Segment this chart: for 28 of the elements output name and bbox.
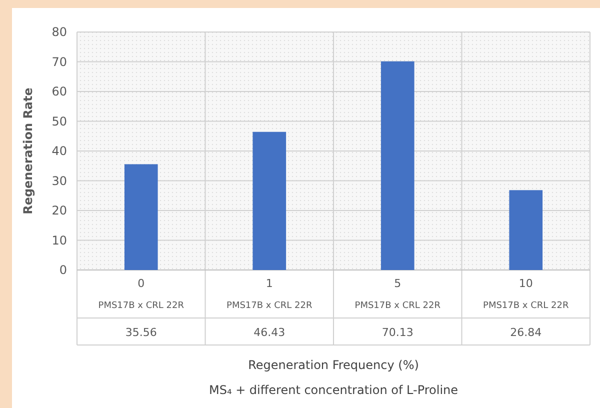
text: Regeneration Frequency (%) bbox=[248, 358, 419, 372]
x-tick-label: 0 bbox=[138, 277, 145, 290]
y-tick-label: 20 bbox=[52, 204, 67, 218]
text: PMS17B x CRL 22R bbox=[354, 301, 440, 311]
y-tick-label: 60 bbox=[52, 84, 67, 99]
y-tick-label: 50 bbox=[52, 114, 67, 128]
x-tick-label: 5 bbox=[394, 277, 402, 290]
y-tick-label: 80 bbox=[52, 25, 67, 40]
bar bbox=[252, 132, 286, 270]
data-label: 26.84 bbox=[510, 326, 542, 339]
data-label: 70.13 bbox=[382, 326, 414, 339]
y-tick-label: 40 bbox=[52, 144, 67, 158]
bar bbox=[124, 164, 158, 270]
y-tick-label: 0 bbox=[59, 263, 67, 278]
data-label: 35.56 bbox=[125, 326, 157, 339]
y-tick-label: 10 bbox=[52, 233, 67, 248]
text: PMS17B x CRL 22R bbox=[483, 301, 569, 311]
x-tick-label: 10 bbox=[518, 277, 533, 290]
x-tick-label: 1 bbox=[266, 277, 273, 290]
data-label: 46.43 bbox=[254, 326, 286, 339]
text: PMS17B x CRL 22R bbox=[226, 301, 312, 311]
y-tick-label: 30 bbox=[52, 174, 67, 188]
bar bbox=[380, 61, 414, 270]
text: MS₄ + different concentration of L-Proline bbox=[208, 383, 458, 397]
y-tick-label: 70 bbox=[52, 54, 67, 69]
y-axis-title: Regeneration Rate bbox=[21, 88, 35, 214]
bar bbox=[509, 190, 543, 270]
text: PMS17B x CRL 22R bbox=[98, 301, 184, 311]
